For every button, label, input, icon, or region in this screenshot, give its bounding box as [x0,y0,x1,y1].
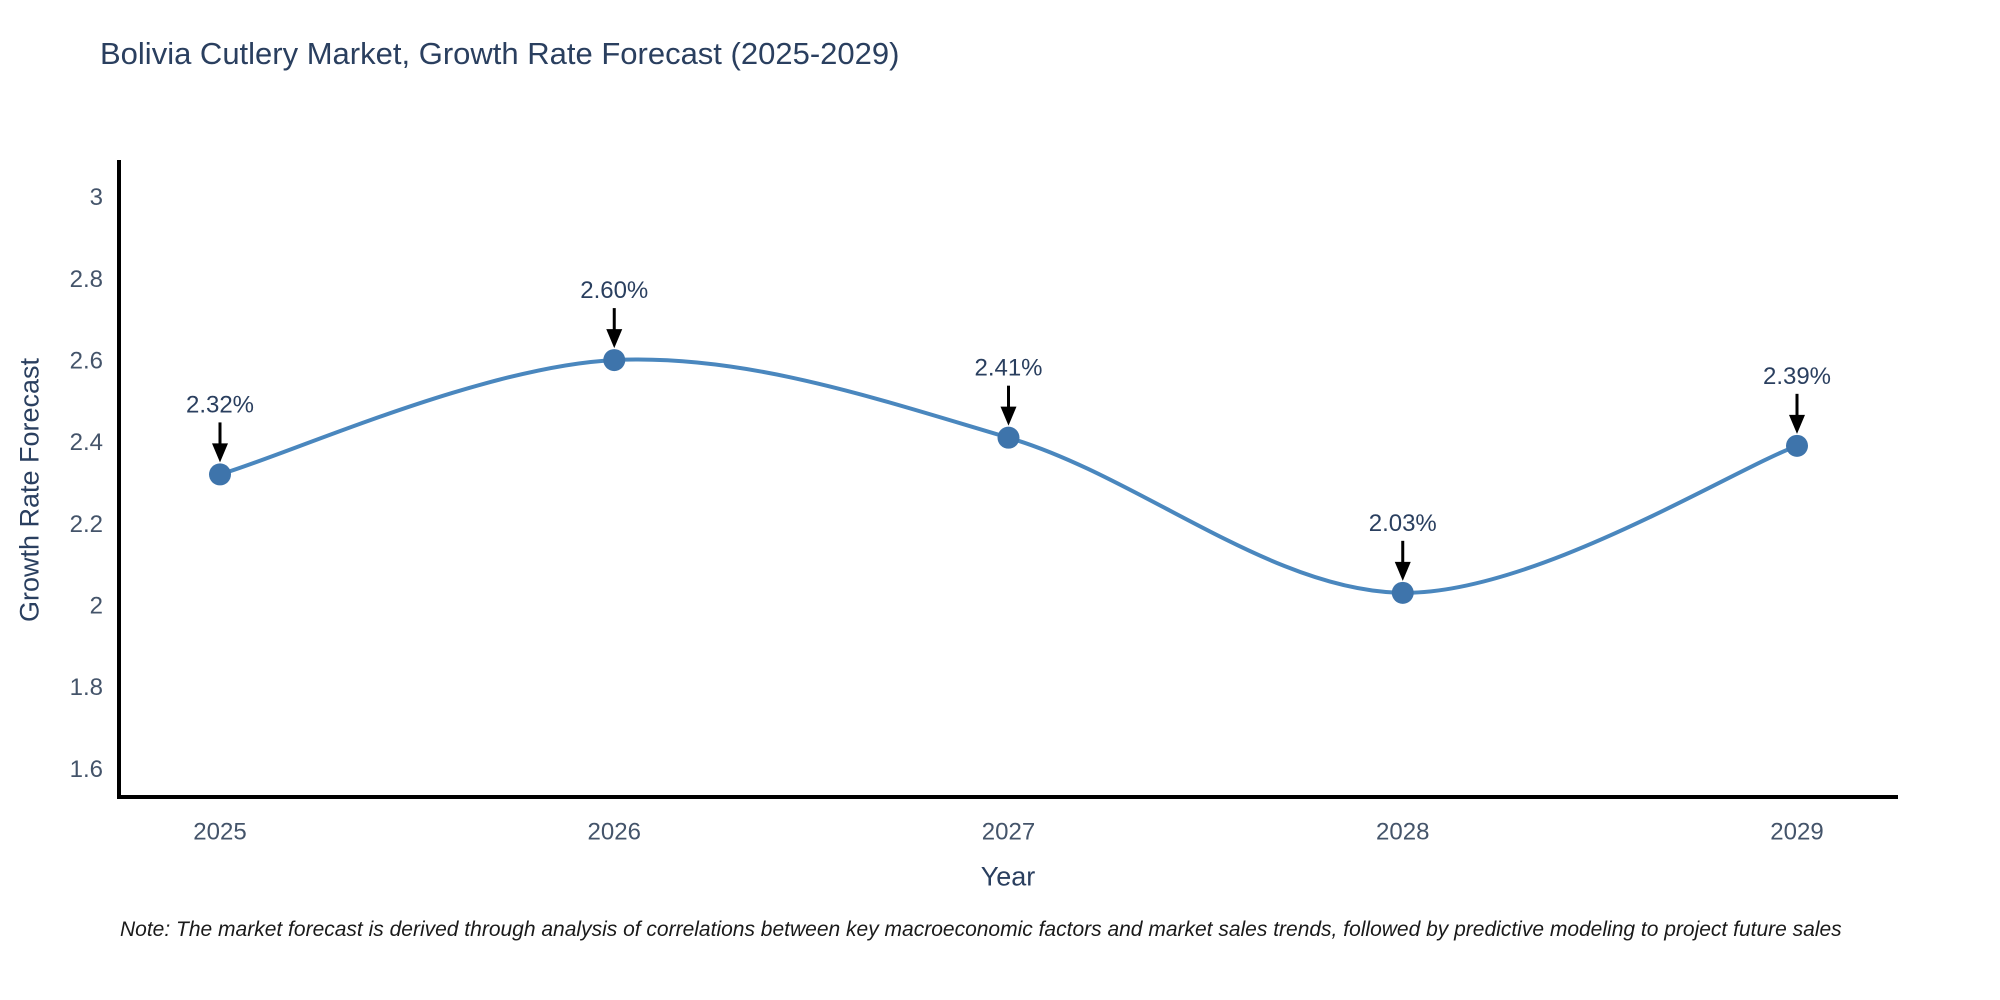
x-tick-label: 2026 [588,818,641,845]
y-tick-label: 1.8 [70,674,103,701]
y-axis-title: Growth Rate Forecast [14,357,45,623]
point-value-label: 2.32% [186,391,254,418]
x-tick-label: 2028 [1376,818,1429,845]
point-value-label: 2.41% [974,355,1042,382]
annotation-arrow-head [212,443,228,463]
x-axis-title: Year [980,861,1036,892]
footnote: Note: The market forecast is derived thr… [120,918,1842,941]
data-point-marker [997,426,1020,449]
point-value-label: 2.39% [1763,363,1831,390]
x-tick-label: 2027 [982,818,1035,845]
y-tick-label: 1.6 [70,756,103,783]
annotation-arrow-head [606,329,623,349]
y-tick-label: 2 [90,592,103,619]
annotation-arrow-head [1000,406,1017,426]
data-point-marker [1391,581,1414,604]
y-tick-label: 3 [90,184,103,211]
y-tick-label: 2.2 [70,511,103,538]
y-tick-label: 2.6 [70,347,103,374]
point-value-label: 2.60% [580,277,648,304]
annotation-arrow-head [1789,414,1805,434]
y-tick-label: 2.8 [70,266,103,293]
data-point-marker [1786,434,1808,457]
point-value-label: 2.03% [1369,510,1437,537]
x-tick-label: 2025 [193,818,246,845]
y-tick-label: 2.4 [70,429,103,456]
x-tick-label: 2029 [1770,818,1823,845]
data-point-marker [603,349,626,372]
data-point-marker [209,463,231,486]
annotation-arrow-head [1394,561,1411,581]
chart-title: Bolivia Cutlery Market, Growth Rate Fore… [100,36,900,71]
